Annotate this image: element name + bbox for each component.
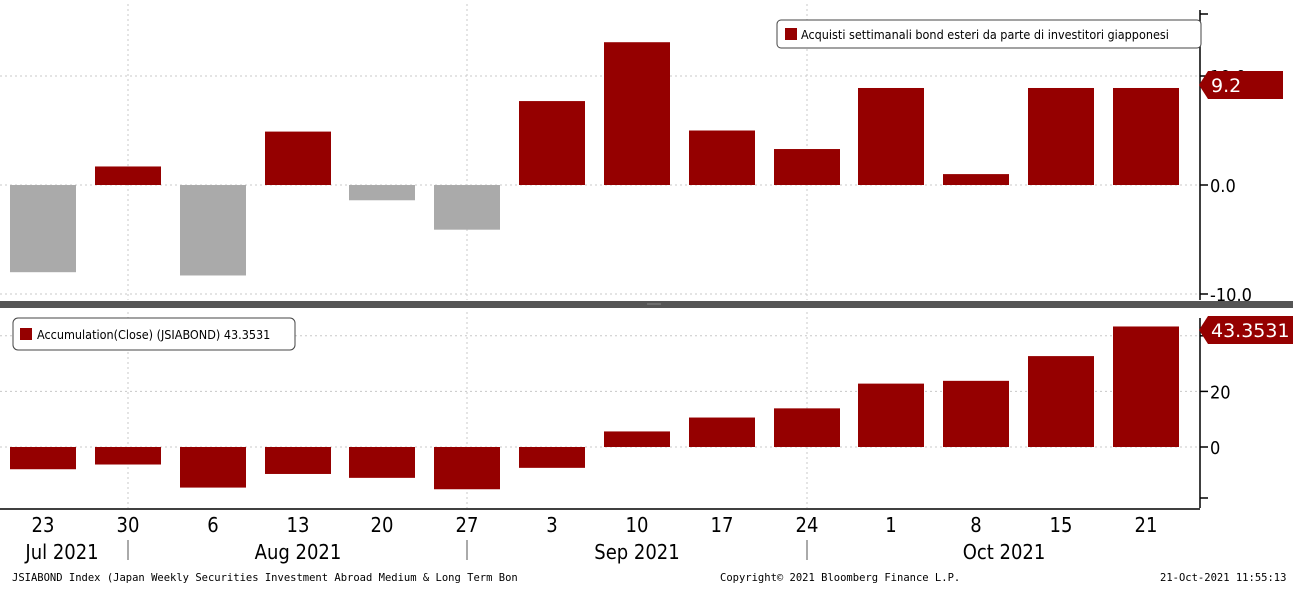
- bar-1-8: [689, 417, 755, 447]
- bar-0-13: [1113, 87, 1179, 185]
- bar-1-2: [180, 447, 246, 488]
- bar-1-0: [10, 447, 76, 470]
- bar-1-5: [434, 447, 500, 490]
- x-tick-label-7: 10: [626, 513, 649, 537]
- bar-1-7: [604, 431, 670, 447]
- bar-1-10: [858, 383, 924, 447]
- bar-1-9: [774, 408, 840, 447]
- x-tick-label-10: 1: [885, 513, 896, 537]
- bar-0-4: [349, 185, 415, 201]
- bottom-legend-label: Accumulation(Close) (JSIABOND) 43.3531: [37, 327, 270, 342]
- bar-1-13: [1113, 326, 1179, 447]
- x-tick-label-9: 24: [796, 513, 819, 537]
- top-legend-label: Acquisti settimanali bond esteri da part…: [801, 27, 1169, 42]
- x-tick-label-2: 6: [207, 513, 218, 537]
- bar-1-11: [943, 380, 1009, 447]
- bar-1-3: [265, 447, 331, 474]
- x-tick-label-11: 8: [970, 513, 981, 537]
- y-tick-label-1-1: 20: [1210, 382, 1231, 403]
- bar-0-5: [434, 185, 500, 230]
- x-month-label-1: Aug 2021: [255, 540, 342, 564]
- x-tick-label-6: 3: [546, 513, 557, 537]
- x-tick-label-8: 17: [711, 513, 734, 537]
- panel-divider[interactable]: [0, 301, 1293, 308]
- top-last-value: 9.2: [1211, 75, 1241, 97]
- bar-0-3: [265, 131, 331, 185]
- bar-0-8: [689, 130, 755, 185]
- footer-timestamp: 21-Oct-2021 11:55:13: [1160, 572, 1287, 584]
- x-tick-label-3: 13: [287, 513, 310, 537]
- x-tick-label-5: 27: [456, 513, 479, 537]
- footer-source: JSIABOND Index (Japan Weekly Securities …: [12, 572, 518, 584]
- x-tick-label-1: 30: [117, 513, 140, 537]
- bar-0-6: [519, 101, 585, 185]
- bar-0-10: [858, 87, 924, 185]
- bottom-last-value: 43.3531: [1211, 320, 1290, 342]
- top-last-value-tag: 9.2: [1199, 71, 1283, 99]
- x-tick-label-4: 20: [371, 513, 394, 537]
- top-legend: Acquisti settimanali bond esteri da part…: [776, 19, 1202, 49]
- bottom-legend: Accumulation(Close) (JSIABOND) 43.3531: [12, 317, 296, 351]
- x-month-label-0: Jul 2021: [24, 540, 98, 564]
- bar-1-6: [519, 447, 585, 468]
- bottom-last-value-tag: 43.3531: [1199, 316, 1293, 344]
- y-tick-label-0-2: -10.0: [1210, 285, 1252, 306]
- bar-0-9: [774, 149, 840, 185]
- bar-1-4: [349, 447, 415, 478]
- bar-0-2: [180, 185, 246, 276]
- bar-1-12: [1028, 356, 1094, 447]
- bar-0-1: [95, 166, 161, 185]
- y-tick-label-1-2: 0: [1210, 438, 1220, 459]
- x-month-label-2: Sep 2021: [594, 540, 679, 564]
- y-tick-label-0-1: 0.0: [1210, 176, 1236, 197]
- bar-0-0: [10, 185, 76, 273]
- x-tick-label-0: 23: [32, 513, 55, 537]
- footer-copyright: Copyright© 2021 Bloomberg Finance L.P.: [720, 572, 961, 584]
- bar-0-11: [943, 174, 1009, 185]
- bar-0-7: [604, 42, 670, 186]
- x-tick-label-13: 21: [1135, 513, 1158, 537]
- bar-1-1: [95, 447, 161, 465]
- x-tick-label-12: 15: [1050, 513, 1073, 537]
- bar-0-12: [1028, 87, 1094, 185]
- x-month-label-3: Oct 2021: [963, 540, 1046, 564]
